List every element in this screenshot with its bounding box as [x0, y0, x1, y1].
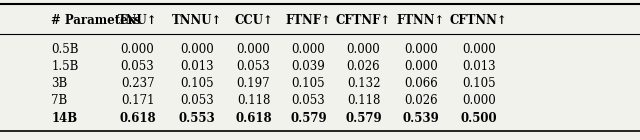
Text: FTNN↑: FTNN↑	[397, 14, 445, 27]
Text: 0.618: 0.618	[235, 112, 272, 125]
Text: CFTNN↑: CFTNN↑	[450, 14, 508, 27]
Text: 0.5B: 0.5B	[51, 43, 79, 56]
Text: 0.000: 0.000	[347, 43, 380, 56]
Text: 0.105: 0.105	[180, 77, 214, 90]
Text: 3B: 3B	[51, 77, 67, 90]
Text: 0.026: 0.026	[404, 94, 438, 107]
Text: 0.579: 0.579	[290, 112, 327, 125]
Text: 0.026: 0.026	[347, 60, 380, 73]
Text: 0.105: 0.105	[292, 77, 325, 90]
Text: 0.053: 0.053	[121, 60, 154, 73]
Text: 0.039: 0.039	[292, 60, 325, 73]
Text: 0.500: 0.500	[460, 112, 497, 125]
Text: 0.066: 0.066	[404, 77, 438, 90]
Text: 0.000: 0.000	[404, 60, 438, 73]
Text: 0.053: 0.053	[180, 94, 214, 107]
Text: 0.000: 0.000	[462, 43, 495, 56]
Text: 0.053: 0.053	[237, 60, 270, 73]
Text: CFTNF↑: CFTNF↑	[336, 14, 391, 27]
Text: # Parameters: # Parameters	[51, 14, 141, 27]
Text: 0.118: 0.118	[347, 94, 380, 107]
Text: 14B: 14B	[51, 112, 77, 125]
Text: 0.618: 0.618	[119, 112, 156, 125]
Text: 0.171: 0.171	[121, 94, 154, 107]
Text: 0.000: 0.000	[462, 94, 495, 107]
Text: TNNU↑: TNNU↑	[172, 14, 222, 27]
Text: 0.000: 0.000	[237, 43, 270, 56]
Text: 7B: 7B	[51, 94, 67, 107]
Text: 0.237: 0.237	[121, 77, 154, 90]
Text: 0.013: 0.013	[462, 60, 495, 73]
Text: 0.013: 0.013	[180, 60, 214, 73]
Text: 0.000: 0.000	[292, 43, 325, 56]
Text: TNU↑: TNU↑	[118, 14, 157, 27]
Text: CCU↑: CCU↑	[234, 14, 273, 27]
Text: 0.197: 0.197	[237, 77, 270, 90]
Text: 1.5B: 1.5B	[51, 60, 79, 73]
Text: 0.118: 0.118	[237, 94, 270, 107]
Text: 0.579: 0.579	[345, 112, 382, 125]
Text: 0.000: 0.000	[121, 43, 154, 56]
Text: 0.132: 0.132	[347, 77, 380, 90]
Text: 0.105: 0.105	[462, 77, 495, 90]
Text: 0.053: 0.053	[292, 94, 325, 107]
Text: 0.000: 0.000	[404, 43, 438, 56]
Text: 0.553: 0.553	[179, 112, 216, 125]
Text: FTNF↑: FTNF↑	[285, 14, 332, 27]
Text: 0.000: 0.000	[180, 43, 214, 56]
Text: 0.539: 0.539	[403, 112, 440, 125]
